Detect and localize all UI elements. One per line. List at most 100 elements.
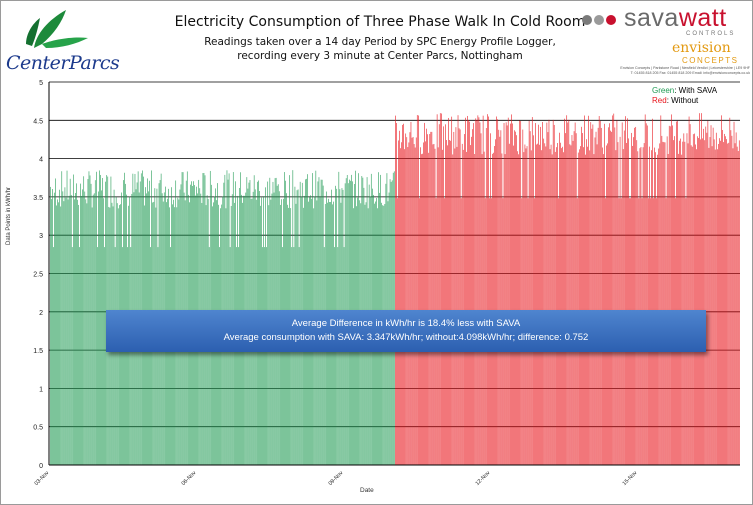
y-tick-label: 5 <box>39 80 43 87</box>
bar <box>92 194 94 465</box>
bar <box>703 128 704 465</box>
bar <box>104 247 105 465</box>
bar <box>468 120 469 465</box>
bar <box>649 146 650 465</box>
bar <box>130 247 132 465</box>
bar <box>424 122 425 465</box>
bar <box>572 140 574 465</box>
bar <box>473 123 474 465</box>
bar <box>505 122 507 465</box>
bar <box>506 125 508 465</box>
bar <box>421 154 422 465</box>
bar <box>403 123 404 466</box>
bar <box>459 129 461 465</box>
bar <box>434 148 436 465</box>
bar <box>561 148 562 466</box>
bar <box>722 129 723 466</box>
bar <box>661 135 663 465</box>
bar <box>611 131 612 465</box>
bar <box>75 193 76 465</box>
bar <box>731 135 733 465</box>
bar <box>401 142 402 465</box>
x-tick-label: 06-Nov <box>181 470 198 487</box>
bar <box>406 137 408 465</box>
bar <box>633 137 634 465</box>
bar <box>501 153 503 465</box>
bar <box>60 206 62 465</box>
bar <box>492 153 493 465</box>
bar <box>718 143 719 465</box>
chart-subtitle-line1: Readings taken over a 14 day Period by S… <box>204 36 556 48</box>
bar <box>606 145 607 466</box>
bar <box>80 183 81 466</box>
bar <box>298 247 300 465</box>
bar <box>707 120 709 466</box>
bar <box>719 138 720 465</box>
bar <box>100 174 101 466</box>
bar <box>264 247 265 465</box>
bar <box>395 115 396 466</box>
bar <box>734 143 736 466</box>
bar <box>533 135 534 465</box>
bar <box>626 142 627 465</box>
y-tick-label: 2 <box>39 310 43 317</box>
y-tick-label: 1.5 <box>33 348 43 355</box>
bar <box>62 191 64 465</box>
bar <box>436 114 438 466</box>
bar <box>423 142 424 465</box>
bar <box>334 247 335 465</box>
bar <box>522 129 524 465</box>
y-axis-label: Data Points in kWh/hr <box>6 186 12 245</box>
bar <box>105 181 106 466</box>
bar <box>655 152 656 465</box>
bar <box>672 125 673 465</box>
bar <box>65 197 67 465</box>
bar <box>657 154 658 466</box>
bar <box>609 123 610 465</box>
bar <box>418 115 419 466</box>
bar <box>408 142 410 465</box>
bar <box>498 129 500 466</box>
bar <box>720 140 721 466</box>
bar <box>599 120 601 466</box>
bar <box>717 149 718 465</box>
bar <box>50 186 51 465</box>
bar <box>523 152 525 465</box>
bar <box>58 202 59 465</box>
bar <box>643 143 645 465</box>
bar <box>64 187 66 465</box>
bar <box>478 117 480 465</box>
bar <box>414 147 416 465</box>
bar <box>469 121 470 465</box>
bar <box>438 124 440 465</box>
bar <box>642 147 644 465</box>
bar <box>595 131 597 465</box>
annotation-line1: Average Difference in kWh/hr is 18.4% le… <box>291 318 521 329</box>
bar <box>727 143 729 466</box>
envision-address: Envision Concepts | Parkstone Road | New… <box>594 66 750 76</box>
bar <box>454 148 456 465</box>
bar <box>68 195 70 466</box>
annotation-line2: Average consumption with SAVA: 3.347kWh/… <box>223 332 589 343</box>
bar <box>644 114 646 465</box>
bar <box>450 140 451 466</box>
bar <box>585 154 586 465</box>
bar <box>539 144 540 465</box>
bar <box>714 149 716 465</box>
bar <box>461 143 463 465</box>
bar <box>513 145 514 465</box>
legend: Green: With SAVA Red: Without <box>652 86 717 106</box>
bar <box>508 143 510 465</box>
bar <box>706 132 708 465</box>
bar <box>671 114 672 466</box>
bar <box>482 115 484 465</box>
bar <box>705 126 707 465</box>
bar <box>567 122 569 465</box>
bar <box>449 140 450 465</box>
centerparcs-logo: CenterParcs <box>6 4 120 76</box>
bar <box>564 118 565 465</box>
bar <box>679 140 680 465</box>
bar <box>701 113 702 465</box>
bar <box>651 150 652 465</box>
bar <box>589 150 591 465</box>
